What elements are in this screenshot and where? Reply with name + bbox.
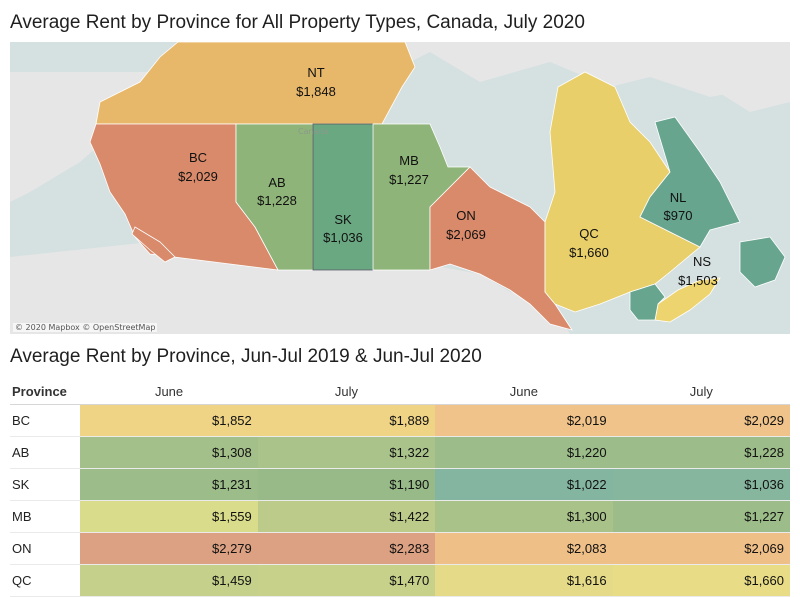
table-title: Average Rent by Province, Jun-Jul 2019 &… (10, 346, 482, 367)
label-code-NT: NT (307, 65, 324, 80)
rent-cell[interactable]: $2,279 (80, 532, 258, 565)
rent-cell[interactable]: $2,029 (612, 404, 790, 437)
map-title: Average Rent by Province for All Propert… (10, 12, 585, 33)
province-shape-QC[interactable] (544, 71, 701, 313)
rent-cell[interactable]: $1,308 (80, 436, 258, 469)
header-july-2020: July (612, 378, 790, 405)
label-code-SK: SK (334, 212, 352, 227)
rent-cell[interactable]: $1,422 (257, 500, 436, 533)
row-province: MB (10, 500, 81, 533)
newfoundland-island (739, 236, 786, 288)
rent-cell[interactable]: $1,190 (257, 468, 436, 501)
rent-cell[interactable]: $1,322 (257, 436, 436, 469)
province-shape-NL[interactable] (639, 116, 741, 248)
label-code-BC: BC (189, 150, 207, 165)
table-row: SK $1,231 $1,190 $1,022 $1,036 (10, 468, 790, 501)
hudson-bay (440, 112, 555, 207)
label-code-MB: MB (399, 153, 419, 168)
rent-cell[interactable]: $1,300 (435, 500, 613, 533)
greenland-landmass (690, 42, 790, 112)
row-province: AB (10, 436, 81, 469)
map-attribution[interactable]: © 2020 Mapbox © OpenStreetMap (13, 323, 158, 332)
label-rent-QC: $1,660 (569, 245, 609, 260)
rent-cell[interactable]: $2,283 (257, 532, 436, 565)
header-province: Province (10, 378, 81, 405)
rent-cell[interactable]: $1,022 (435, 468, 613, 501)
label-code-QC: QC (579, 226, 599, 241)
rent-cell[interactable]: $1,220 (435, 436, 613, 469)
rent-cell[interactable]: $1,228 (612, 436, 790, 469)
vancouver-island (131, 226, 176, 263)
label-code-AB: AB (268, 175, 285, 190)
arctic-landmass (10, 42, 790, 97)
rent-cell[interactable]: $1,227 (612, 500, 790, 533)
header-june-2020: June (435, 378, 613, 405)
province-shape-SK[interactable] (312, 123, 374, 271)
label-rent-BC: $2,029 (178, 169, 218, 184)
province-shape-NT[interactable] (95, 42, 416, 125)
canada-rent-map[interactable]: Canada NT $1,848 BC $2,029 AB $1,228 SK … (10, 42, 790, 334)
rent-cell[interactable]: $2,069 (612, 532, 790, 565)
rent-cell[interactable]: $2,019 (435, 404, 613, 437)
table-row: ON $2,279 $2,283 $2,083 $2,069 (10, 532, 790, 565)
label-rent-MB: $1,227 (389, 172, 429, 187)
label-rent-NS: $1,503 (678, 273, 718, 288)
header-june-2019: June (80, 378, 258, 405)
province-shape-NS[interactable] (654, 277, 721, 323)
rent-cell[interactable]: $1,559 (80, 500, 258, 533)
rent-cell[interactable]: $1,852 (80, 404, 258, 437)
rent-cell[interactable]: $1,036 (612, 468, 790, 501)
label-rent-NT: $1,848 (296, 84, 336, 99)
label-code-NS: NS (693, 254, 711, 269)
table-row: MB $1,559 $1,422 $1,300 $1,227 (10, 500, 790, 533)
map-faint-label: Canada (298, 127, 329, 136)
table-row: BC $1,852 $1,889 $2,019 $2,029 (10, 404, 790, 437)
label-rent-NL: $970 (664, 208, 693, 223)
table-row: AB $1,308 $1,322 $1,220 $1,228 (10, 436, 790, 469)
label-code-NL: NL (670, 190, 687, 205)
label-rent-ON: $2,069 (446, 227, 486, 242)
province-shape-NB (629, 283, 666, 321)
province-shape-ON[interactable] (429, 166, 573, 331)
table-header-row: Province June July June July (10, 378, 790, 405)
label-code-ON: ON (456, 208, 476, 223)
rent-cell[interactable]: $2,083 (435, 532, 613, 565)
rent-cell[interactable]: $1,889 (257, 404, 436, 437)
map-canvas: Canada NT $1,848 BC $2,029 AB $1,228 SK … (10, 42, 790, 334)
row-province: BC (10, 404, 81, 437)
row-province: ON (10, 532, 81, 565)
rent-cell[interactable]: $1,231 (80, 468, 258, 501)
label-rent-AB: $1,228 (257, 193, 297, 208)
header-july-2019: July (257, 378, 436, 405)
rent-table: Province June July June July BC $1,852 $1,… (10, 378, 790, 597)
label-rent-SK: $1,036 (323, 230, 363, 245)
row-province: SK (10, 468, 81, 501)
